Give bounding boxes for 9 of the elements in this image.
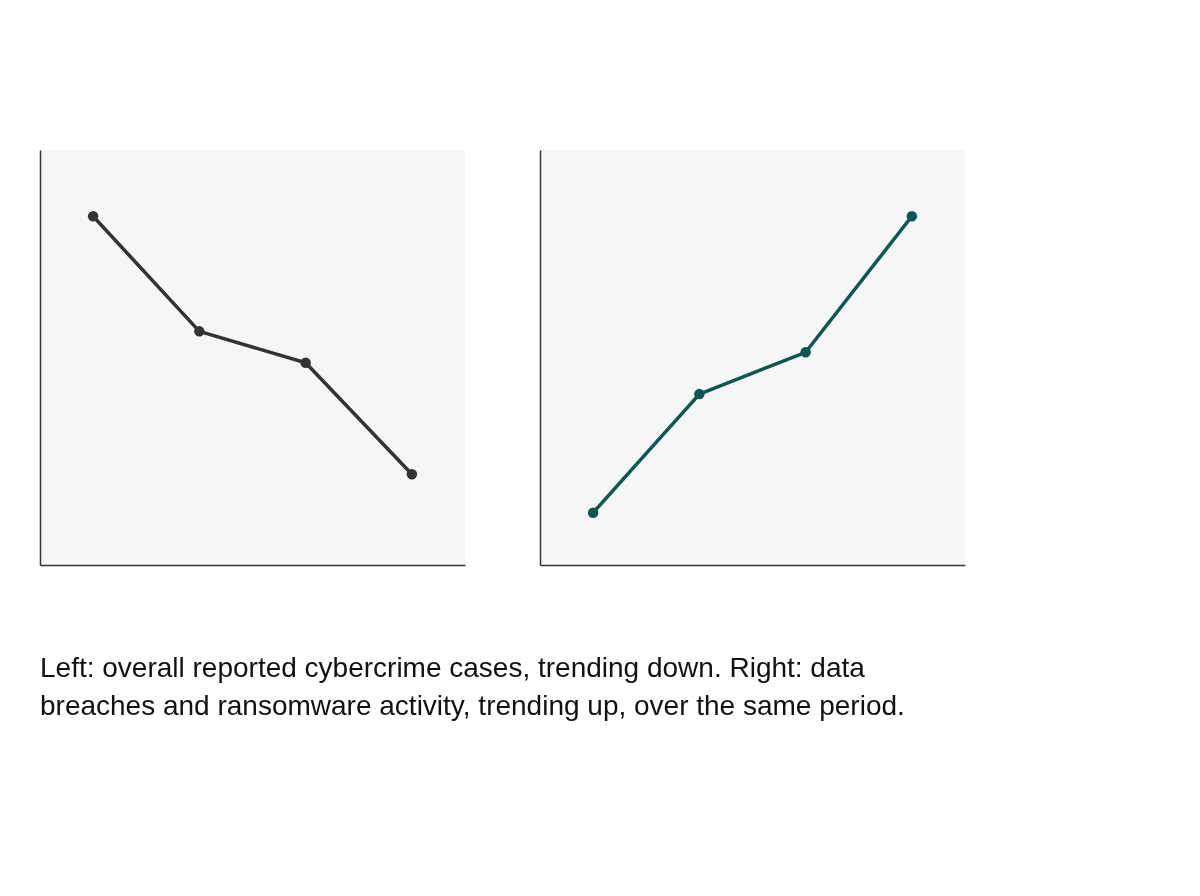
point bbox=[406, 469, 418, 480]
text: Left: overall reported cybercrime cases, trending down. Right: data breaches and ransomware activity, trending up, over the same period. bbox=[40, 652, 905, 721]
point bbox=[694, 388, 705, 400]
point bbox=[300, 357, 311, 368]
point bbox=[194, 326, 205, 337]
point bbox=[587, 507, 599, 518]
point bbox=[800, 347, 811, 358]
point bbox=[87, 211, 99, 222]
point bbox=[906, 211, 918, 222]
